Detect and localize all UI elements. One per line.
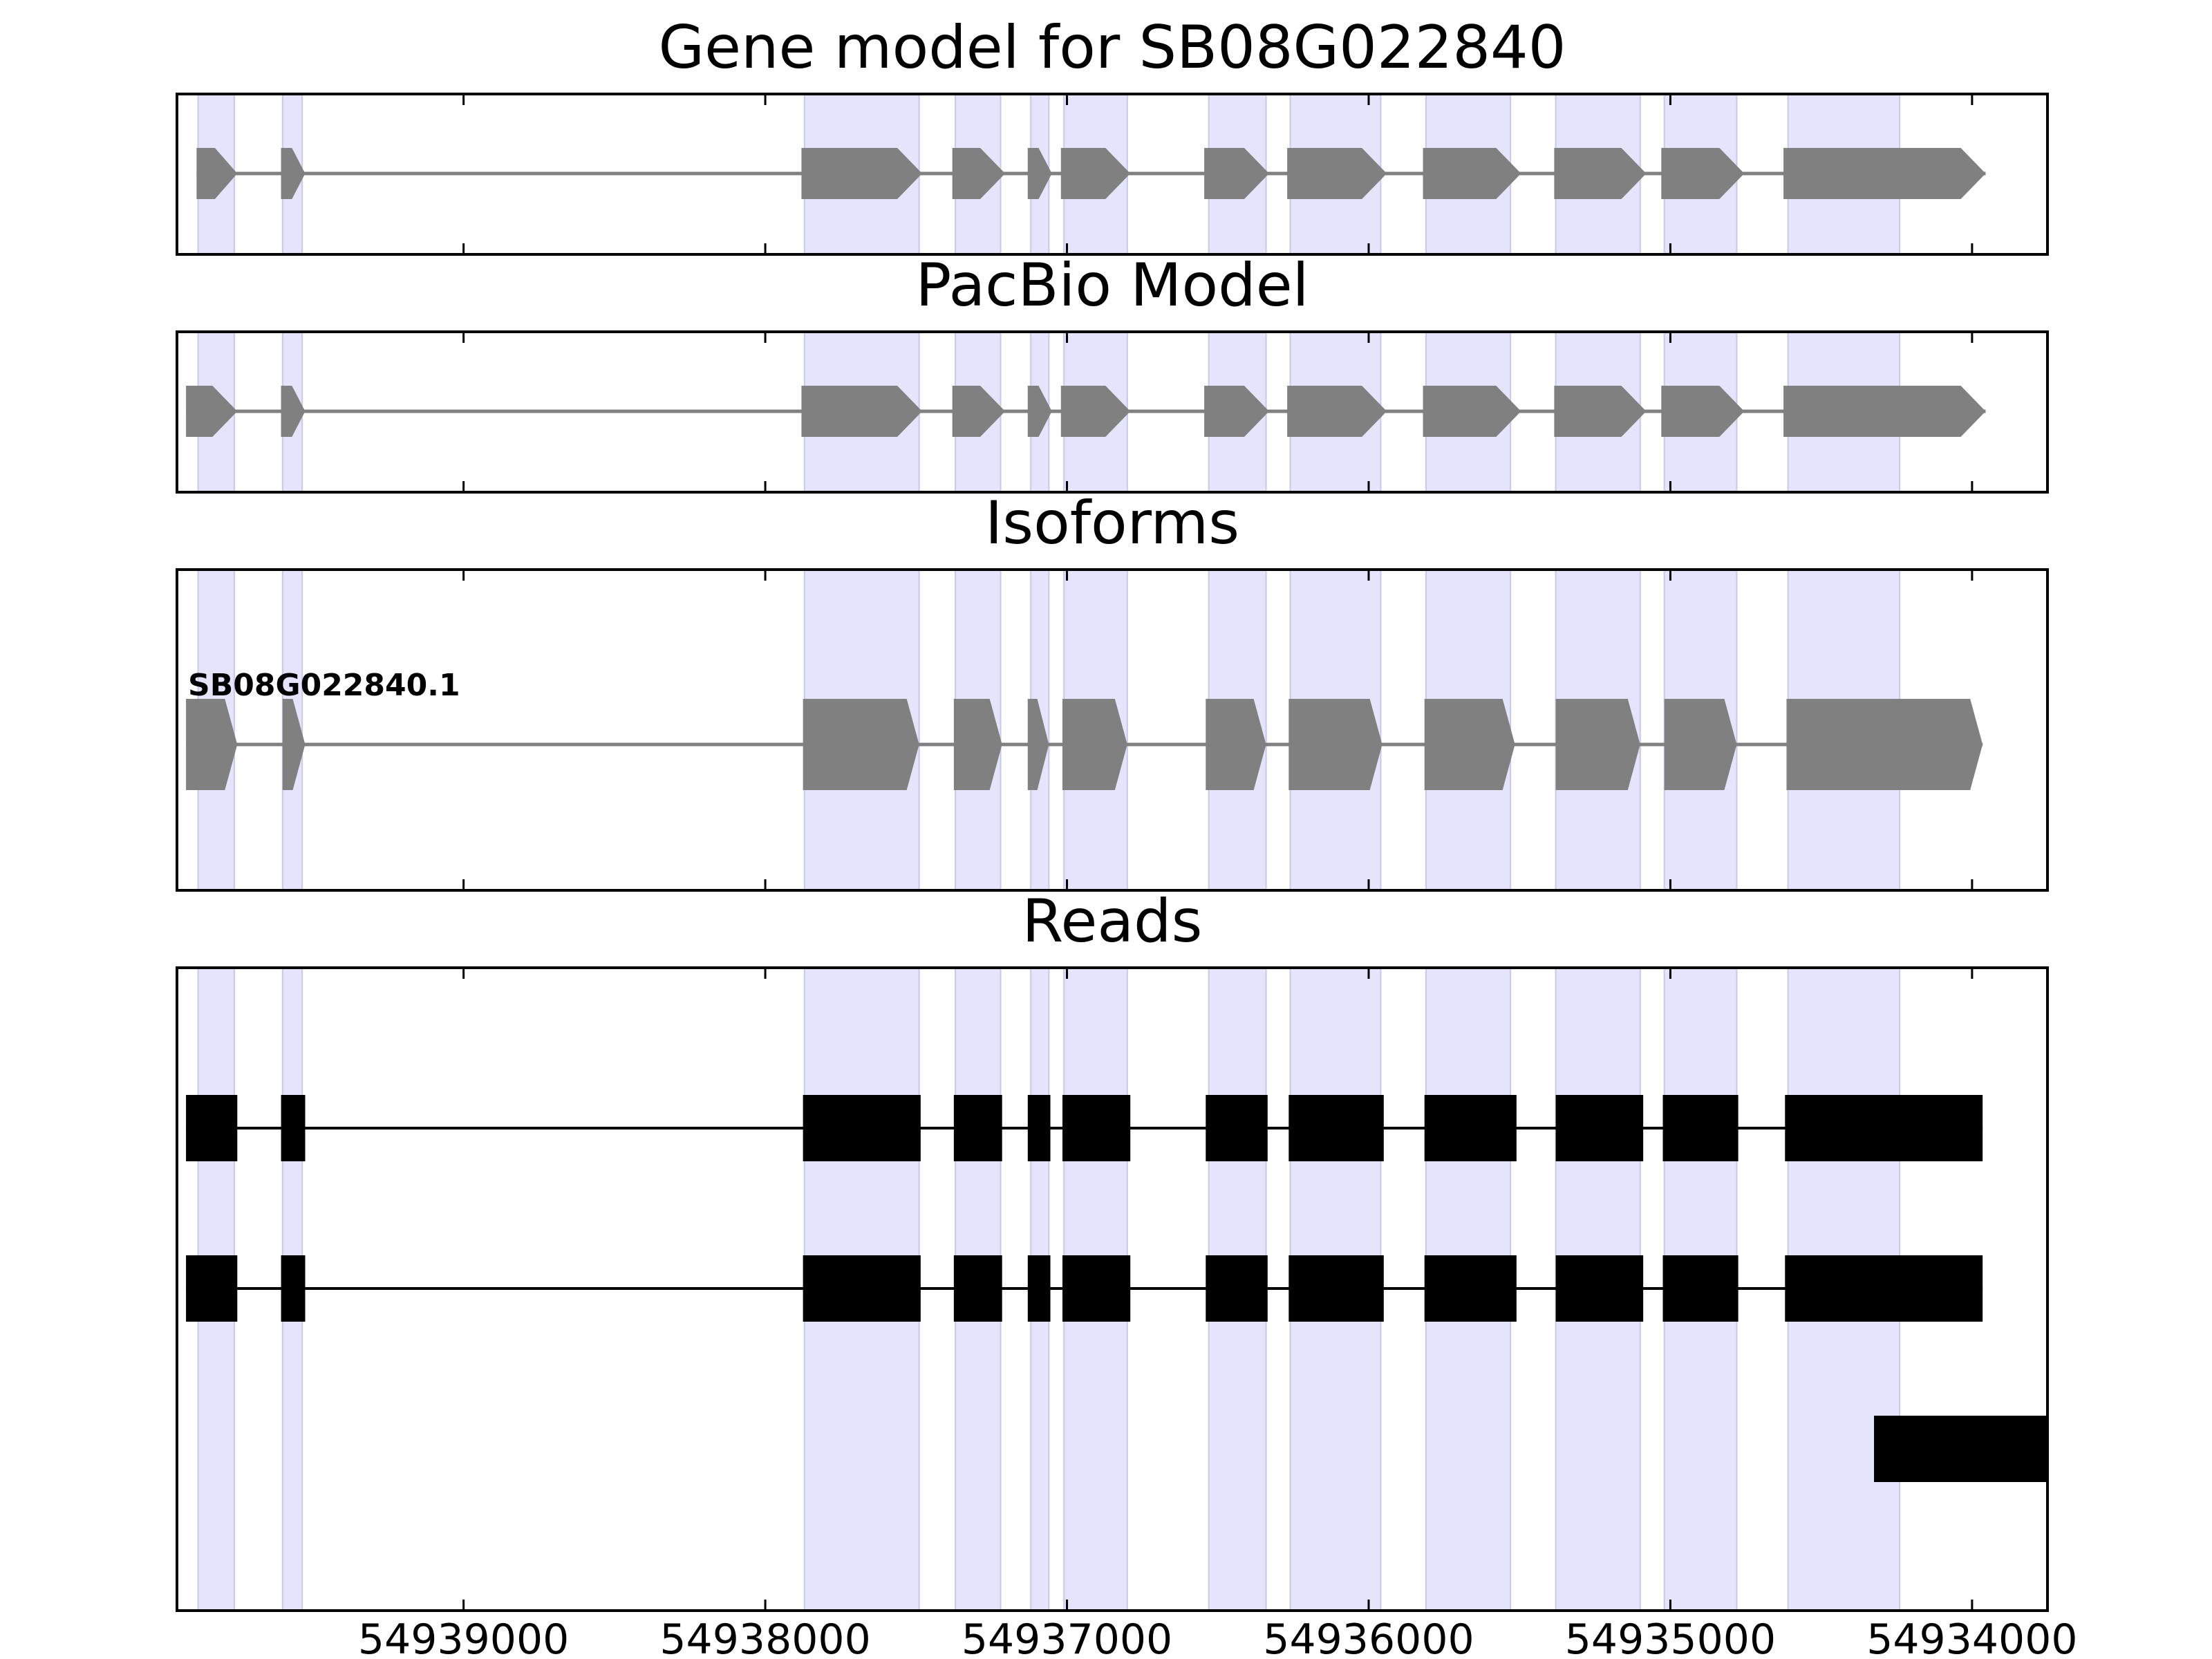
exon-arrow [1204,386,1269,437]
exon-arrow [1423,386,1521,437]
panel-frame [176,568,2049,892]
read-exon [1288,1095,1384,1161]
x-tick-label: 54936000 [1263,1615,1474,1659]
exon-arrow [1206,699,1266,790]
exon-arrow [1555,699,1640,790]
gene-model-title: Gene model for SB08G022840 [659,13,1566,82]
read-exon [1662,1095,1738,1161]
read-exon [1662,1255,1738,1322]
read-exon [1206,1095,1268,1161]
isoforms-title: Isoforms [985,489,1239,558]
gene-model-panel: Gene model for SB08G022840 [176,13,2049,256]
read-exon [1785,1095,1983,1161]
x-tick-label: 54935000 [1565,1615,1776,1659]
read-exon [953,1255,1002,1322]
exon-arrow [1062,699,1127,790]
exon-arrow [281,386,306,437]
read-exon [1206,1255,1268,1322]
read-exon [1555,1095,1644,1161]
isoforms-panel: Isoforms SB08G022840.1 [176,489,2049,892]
exon-arrow [1786,699,1983,790]
exon-arrow [1287,386,1387,437]
exon-arrow [186,386,238,437]
reads-title: Reads [1022,887,1203,956]
pacbio-model-panel: PacBio Model [176,251,2049,494]
track [1874,1416,2047,1482]
exon-arrow [1664,699,1737,790]
x-tick-label: 54934000 [1866,1615,2077,1659]
read-exon [1288,1255,1384,1322]
exon-arrow [1027,699,1049,790]
x-tick-label: 54937000 [962,1615,1172,1659]
exon-arrow [196,148,238,199]
exon-arrow [1554,148,1647,199]
x-tick-label: 54939000 [358,1615,569,1659]
read-exon [803,1255,921,1322]
exon-arrow [801,386,923,437]
panel-frame [176,966,2049,1612]
exon-arrow [282,699,306,790]
exon-arrow [1423,148,1521,199]
track [196,148,1986,199]
exon-arrow [1783,386,1986,437]
exon-arrow [1288,699,1382,790]
exon-arrow [953,699,1002,790]
exon-arrow [1204,148,1269,199]
exon-arrow [1661,148,1745,199]
read-exon [1424,1255,1517,1322]
reads-panel: Reads [176,887,2049,1612]
exon-arrow [952,148,1006,199]
exon-arrow [1060,386,1131,437]
highlight-regions [197,569,1901,891]
exon-arrow [1287,148,1387,199]
read-exon [1062,1255,1131,1322]
exon-arrow [281,148,306,199]
pacbio-model-title: PacBio Model [915,251,1309,320]
exon-arrow [803,699,919,790]
read-exon [1027,1095,1051,1161]
track [186,1095,1983,1161]
panel-frame [176,330,2049,494]
read-exon [1874,1416,2047,1482]
x-axis: 54939000 54938000 54937000 54936000 54935000… [358,1615,2078,1659]
exon-arrow [1783,148,1986,199]
track [186,699,1983,790]
exon-arrow [1027,148,1052,199]
track [186,386,1986,437]
read-exon [803,1095,921,1161]
read-exon [281,1255,306,1322]
read-exon [1424,1095,1517,1161]
read-exon [1027,1255,1051,1322]
read-exon [186,1095,238,1161]
read-exon [953,1095,1002,1161]
track [186,1255,1983,1322]
exon-arrow [1661,386,1745,437]
exon-arrow [1424,699,1515,790]
read-exon [1785,1255,1983,1322]
exon-arrow [952,386,1006,437]
exon-arrow [186,699,238,790]
read-exon [1062,1095,1131,1161]
exon-arrow [1060,148,1131,199]
read-exon [1555,1255,1644,1322]
exon-arrow [801,148,923,199]
isoform-label: SB08G022840.1 [188,668,460,703]
read-exon [281,1095,306,1161]
exon-arrow [1554,386,1647,437]
panel-frame [176,93,2049,256]
read-exon [186,1255,238,1322]
x-tick-label: 54938000 [659,1615,870,1659]
exon-arrow [1027,386,1052,437]
